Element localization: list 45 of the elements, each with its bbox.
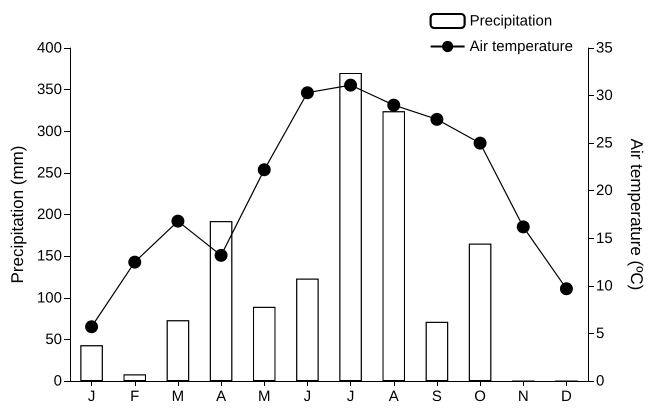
legend-label: Precipitation <box>470 12 552 30</box>
point <box>430 112 444 126</box>
y-tick-label: 300 <box>36 122 62 140</box>
x-tick-label: M <box>172 388 184 405</box>
y2-tick-label: 20 <box>596 182 613 200</box>
point <box>171 214 184 228</box>
point <box>387 98 400 112</box>
point <box>214 248 228 262</box>
x-tick-label: M <box>258 388 270 405</box>
point <box>560 282 573 296</box>
x-tick-label: F <box>130 388 140 405</box>
point <box>85 320 98 334</box>
y2-axis-title: Air temperature (ºC) <box>627 138 646 290</box>
point <box>300 86 314 100</box>
y-tick-label: 400 <box>36 40 62 56</box>
y-tick-label: 100 <box>36 289 62 306</box>
point <box>516 220 530 234</box>
x-tick-label: A <box>216 388 226 405</box>
x-tick-label: O <box>474 388 486 405</box>
y-tick-label: 250 <box>36 164 62 182</box>
y2-tick-label: 30 <box>596 87 613 104</box>
y2-tick-label: 5 <box>596 324 604 342</box>
y2-tick-label: 15 <box>596 230 613 247</box>
x-tick-label: A <box>388 388 399 405</box>
x-tick-label: J <box>346 388 354 405</box>
y2-tick-label: 25 <box>596 134 613 152</box>
x-tick-label: J <box>304 388 312 405</box>
point <box>128 256 142 269</box>
y2-tick-label: 0 <box>596 372 604 390</box>
legend-label: Air temperature <box>470 38 573 55</box>
y-tick-label: 50 <box>45 330 62 348</box>
y2-tick-label: 35 <box>596 40 613 56</box>
y-axis-title: Precipitation (mm) <box>8 146 27 284</box>
y-tick-label: 0 <box>54 372 62 390</box>
point <box>474 136 487 150</box>
point <box>258 163 271 176</box>
x-tick-label: S <box>432 388 442 405</box>
y-tick-label: 350 <box>36 81 62 98</box>
y-tick-label: 200 <box>36 206 62 223</box>
x-tick-label: N <box>518 388 529 405</box>
y2-tick-label: 10 <box>596 277 613 294</box>
x-tick-label: J <box>88 388 96 405</box>
y-tick-label: 150 <box>36 248 62 265</box>
x-tick-label: D <box>560 388 572 405</box>
point <box>344 78 358 92</box>
